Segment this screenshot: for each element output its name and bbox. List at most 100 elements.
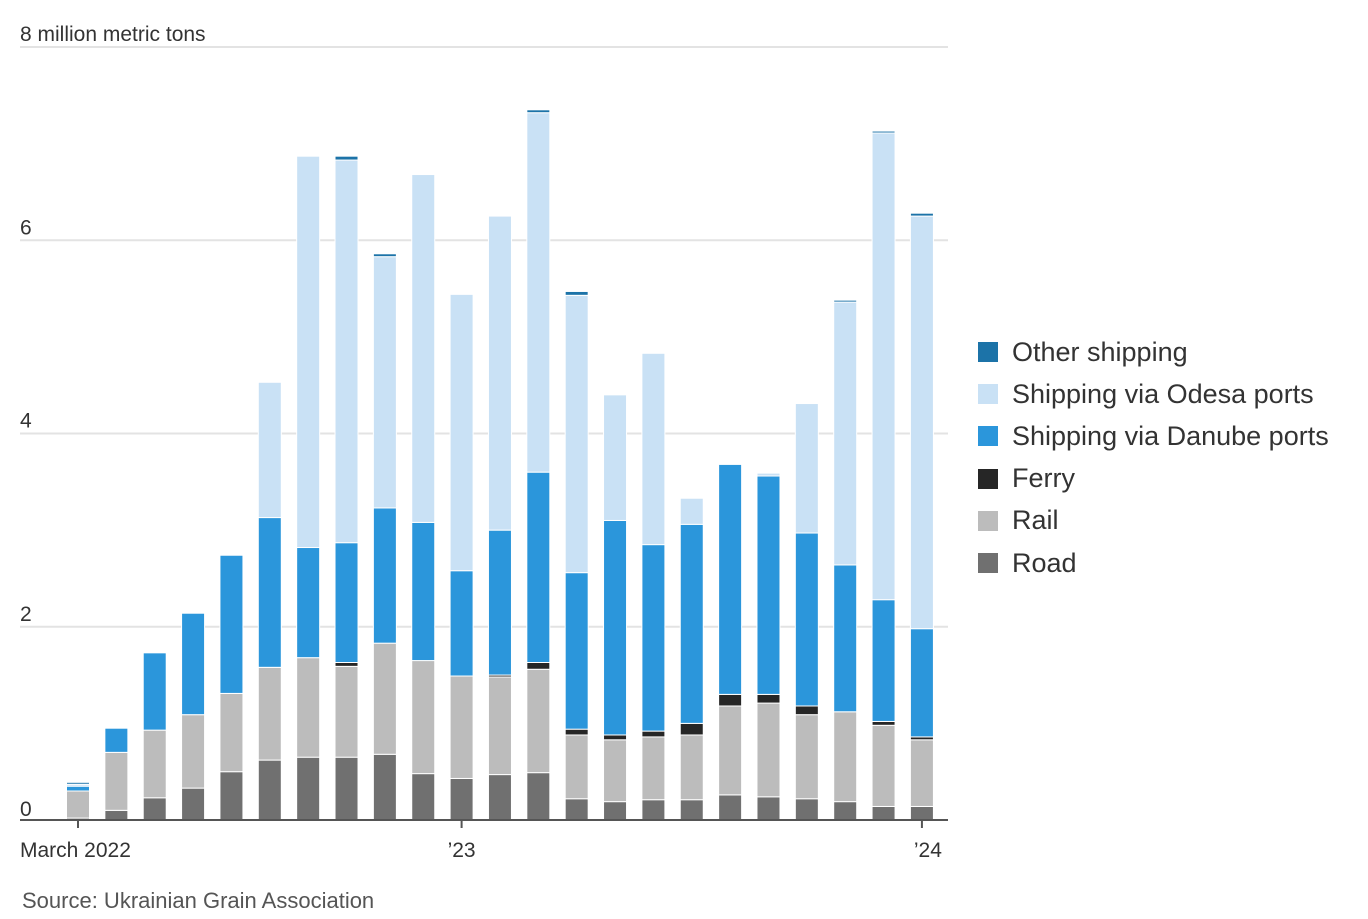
y-tick-label: 6 — [20, 216, 32, 239]
bar-segment — [526, 772, 551, 821]
bar-segment — [679, 722, 704, 736]
legend-label: Other shipping — [1012, 336, 1188, 367]
bar-segment — [794, 714, 819, 800]
bar-segment — [334, 756, 359, 821]
bar-segment — [564, 734, 589, 800]
bar-segment — [142, 729, 167, 799]
bar-segment — [487, 529, 512, 676]
bar-segment — [794, 532, 819, 707]
bar-segment — [372, 507, 397, 644]
bar-segment — [372, 642, 397, 755]
bar-segment — [756, 796, 781, 821]
legend-label: Ferry — [1012, 463, 1075, 494]
bar-segment — [603, 734, 628, 741]
bars — [66, 109, 934, 821]
bar-segment — [564, 572, 589, 730]
bar-segment — [794, 705, 819, 716]
bar-segment — [603, 394, 628, 521]
bar-segment — [66, 790, 90, 819]
bar-segment — [449, 570, 474, 677]
bar-segment — [219, 771, 244, 821]
bar-segment — [257, 381, 282, 519]
bar-segment — [411, 773, 436, 821]
legend-item-ferry: Ferry — [978, 458, 1329, 500]
bar-segment — [871, 720, 896, 726]
bar-segment — [794, 403, 819, 534]
bar-segment — [794, 798, 819, 821]
y-tick-label: 4 — [20, 410, 32, 433]
legend-swatch — [978, 426, 998, 447]
bar-segment — [909, 739, 934, 807]
x-tick-label: March 2022 — [20, 839, 131, 862]
bar-segment — [756, 475, 781, 695]
bar-segment — [104, 809, 129, 821]
axes: 0 2 4 6 8 million metric tons March 2022 ’23 ’2… — [20, 23, 948, 862]
bar-segment — [909, 212, 934, 217]
bar-segment — [679, 799, 704, 821]
bar-segment — [526, 668, 551, 774]
bar-segment — [756, 472, 781, 477]
bar-segment — [334, 155, 359, 161]
bar-segment — [296, 657, 321, 758]
bar-segment — [603, 739, 628, 803]
legend-label: Shipping via Danube ports — [1012, 420, 1329, 451]
legend-swatch — [978, 468, 998, 489]
bar-segment — [641, 799, 666, 821]
legend: Other shipping Shipping via Odesa ports … — [978, 331, 1329, 584]
bar-segment — [372, 256, 397, 509]
bar-segment — [181, 714, 206, 789]
bar-segment — [756, 702, 781, 798]
bar-segment — [526, 112, 551, 473]
legend-item-rail: Rail — [978, 500, 1329, 542]
bar-segment — [833, 564, 858, 713]
y-tick-label: 2 — [20, 603, 32, 626]
bar-segment — [449, 675, 474, 779]
source-note: Source: Ukrainian Grain Association — [22, 888, 375, 913]
bar-segment — [66, 781, 90, 785]
legend-swatch — [978, 510, 998, 531]
bar-segment — [833, 299, 858, 303]
bar-segment — [411, 521, 436, 662]
bar-segment — [66, 785, 90, 792]
bar-segment — [871, 805, 896, 821]
bar-segment — [871, 599, 896, 722]
bar-segment — [641, 544, 666, 732]
x-tick-label: ’23 — [448, 839, 476, 862]
bar-segment — [718, 794, 743, 821]
bar-segment — [833, 301, 858, 566]
bar-segment — [181, 612, 206, 716]
bar-segment — [564, 728, 589, 736]
bar-segment — [909, 628, 934, 738]
bar-segment — [718, 705, 743, 796]
bar-segment — [833, 711, 858, 803]
bar-segment — [487, 676, 512, 776]
bar-segment — [603, 519, 628, 736]
bar-segment — [641, 352, 666, 546]
bar-segment — [411, 174, 436, 523]
bar-segment — [871, 130, 896, 134]
bar-segment — [411, 660, 436, 775]
legend-label: Rail — [1012, 505, 1059, 536]
y-tick-label: 0 — [20, 798, 32, 821]
bar-segment — [372, 253, 397, 258]
bar-segment — [334, 159, 359, 544]
bar-segment — [487, 774, 512, 821]
bar-segment — [756, 693, 781, 704]
bar-segment — [372, 753, 397, 821]
bar-segment — [871, 724, 896, 807]
bar-segment — [526, 109, 551, 114]
legend-swatch — [978, 342, 998, 363]
bar-segment — [219, 554, 244, 694]
bar-segment — [679, 497, 704, 525]
bar-segment — [526, 662, 551, 670]
gridlines — [20, 46, 948, 628]
bar-segment — [679, 734, 704, 801]
legend-item-road: Road — [978, 542, 1329, 584]
bar-segment — [564, 290, 589, 296]
legend-swatch — [978, 384, 998, 405]
bar-segment — [334, 665, 359, 758]
y-tick-label: 8 million metric tons — [20, 23, 206, 46]
bar-segment — [526, 471, 551, 664]
bar-segment — [487, 215, 512, 531]
